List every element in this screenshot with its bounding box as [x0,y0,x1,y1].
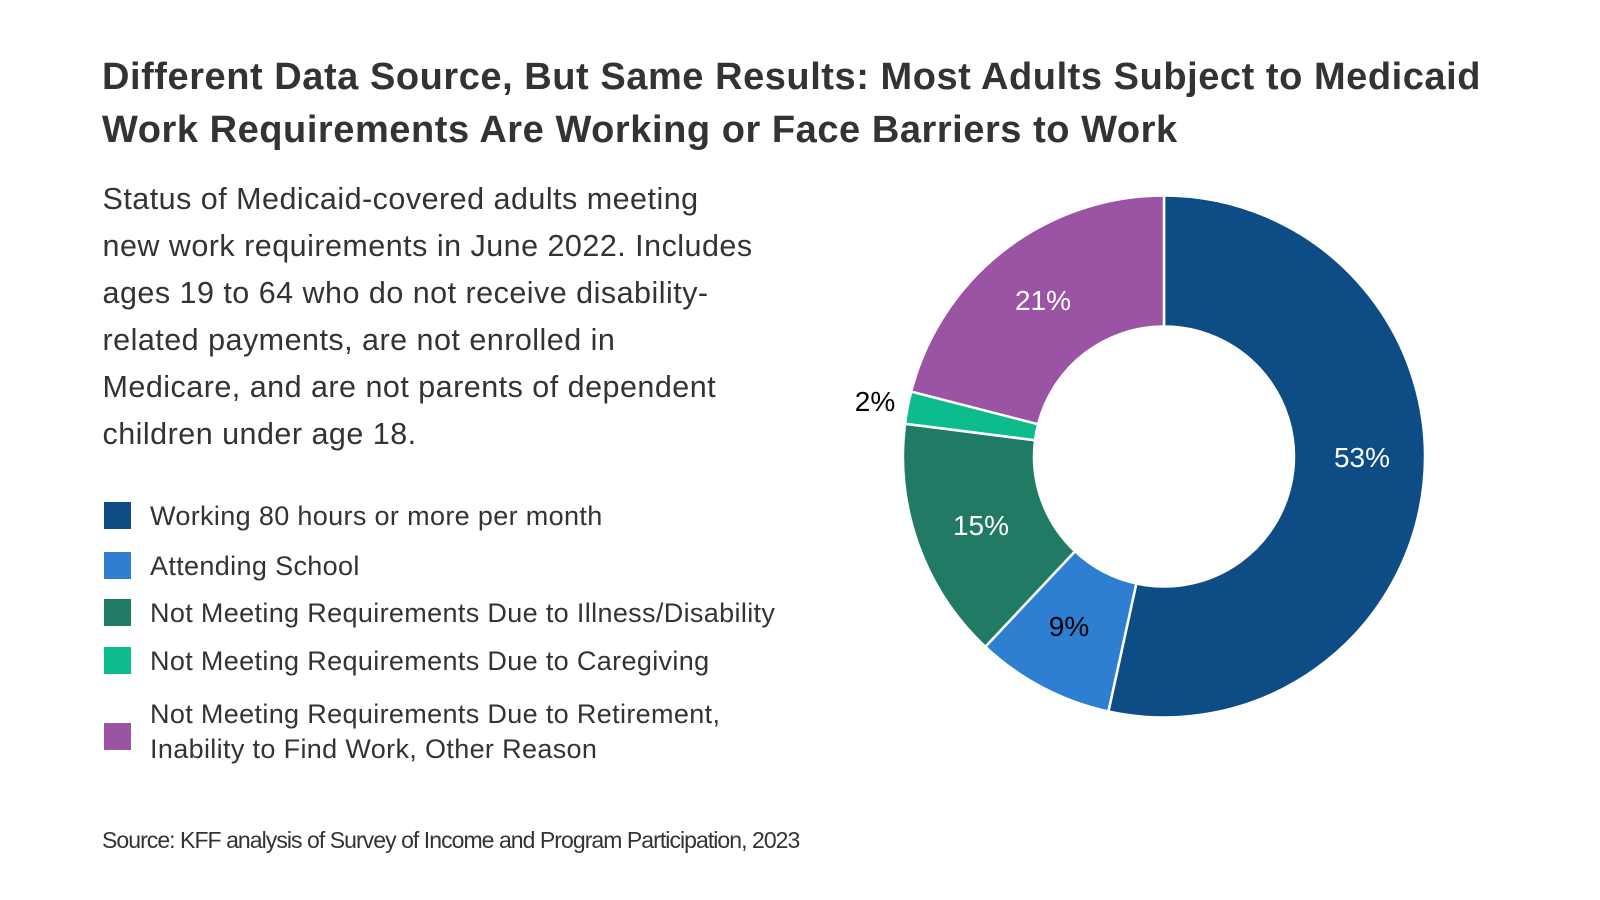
svg-text:9%: 9% [1049,611,1089,642]
svg-text:15%: 15% [953,510,1009,541]
svg-text:2%: 2% [855,386,895,417]
svg-text:21%: 21% [1015,285,1071,316]
svg-text:53%: 53% [1334,442,1390,473]
